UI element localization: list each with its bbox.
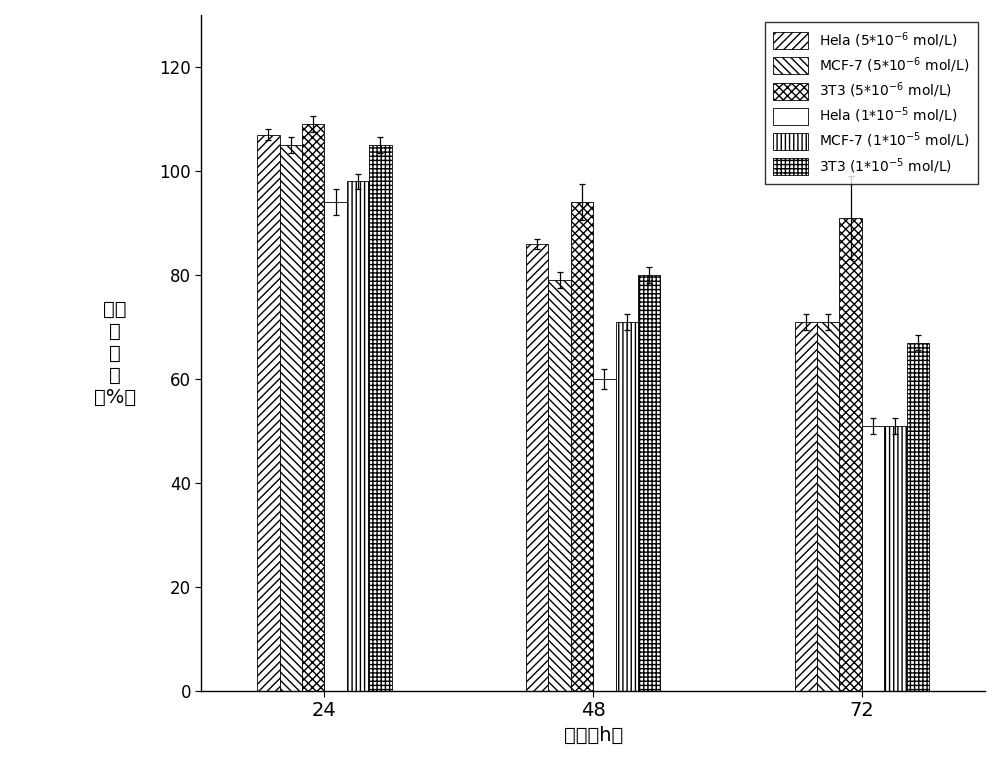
Bar: [884, 426, 907, 691]
Bar: [795, 321, 817, 691]
Bar: [862, 426, 884, 691]
Bar: [302, 124, 324, 691]
Bar: [839, 218, 862, 691]
Bar: [257, 135, 280, 691]
Bar: [616, 321, 638, 691]
Legend: Hela (5*10$^{-6}$ mol/L), MCF-7 (5*10$^{-6}$ mol/L), 3T3 (5*10$^{-6}$ mol/L), He: Hela (5*10$^{-6}$ mol/L), MCF-7 (5*10$^{…: [765, 22, 978, 184]
Bar: [548, 280, 571, 691]
Bar: [638, 275, 660, 691]
Bar: [907, 343, 929, 691]
Bar: [593, 379, 616, 691]
X-axis label: 时间（h）: 时间（h）: [564, 726, 623, 745]
Bar: [526, 244, 548, 691]
Bar: [324, 202, 347, 691]
Bar: [347, 182, 369, 691]
Text: 细胞
存
活
率
（%）: 细胞 存 活 率 （%）: [94, 299, 136, 407]
Bar: [571, 202, 593, 691]
Bar: [280, 145, 302, 691]
Bar: [369, 145, 392, 691]
Bar: [817, 321, 839, 691]
